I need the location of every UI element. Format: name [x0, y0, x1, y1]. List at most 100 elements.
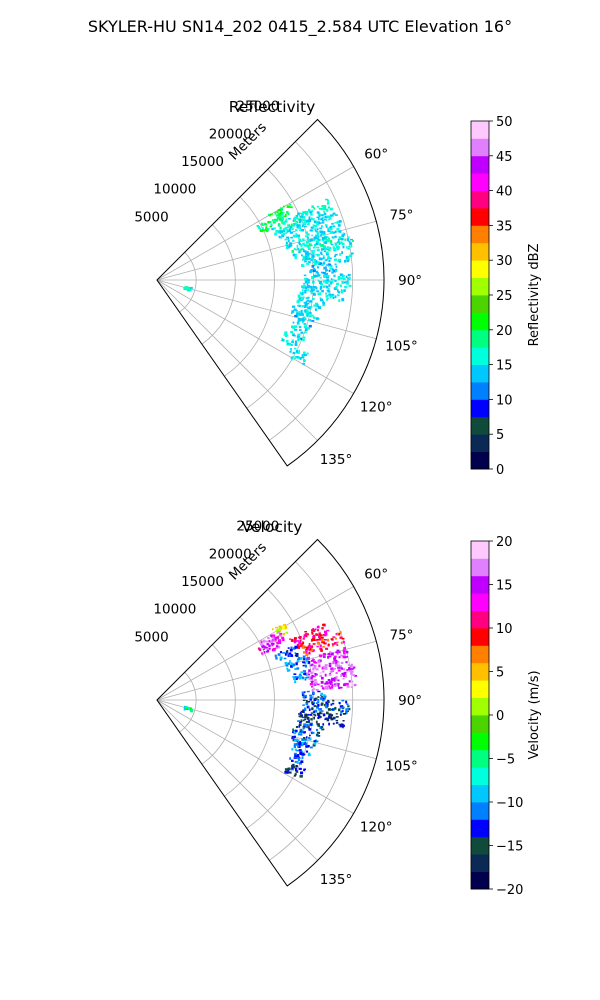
- velocity-colorbar-segment-19: [471, 541, 489, 559]
- reflectivity-colorbar-label: Reflectivity dBZ: [527, 244, 542, 347]
- velocity-azimuth-gridline-135: [156, 699, 318, 861]
- velocity-colorbar-segment-16: [471, 593, 489, 611]
- velocity-colorbar-tick-3: −5: [496, 753, 515, 768]
- velocity-range-ring-25000: [269, 561, 354, 861]
- velocity-echo-16: [291, 739, 313, 757]
- reflectivity-colorbar-segment-6: [471, 347, 489, 365]
- velocity-echo-10: [292, 670, 309, 684]
- reflectivity-echo-9: [297, 285, 348, 302]
- reflectivity-colorbar-tick-6: 30: [496, 254, 513, 269]
- velocity-range-ring-5000: [179, 672, 197, 733]
- velocity-echo-12: [302, 699, 351, 715]
- reflectivity-colorbar-segment-7: [471, 329, 489, 348]
- reflectivity-azimuth-gridline-135: [156, 279, 318, 441]
- reflectivity-range-ring-5000: [179, 252, 197, 313]
- reflectivity-azimuth-tick-60: 60°: [364, 146, 388, 162]
- velocity-echo-5: [274, 645, 299, 661]
- reflectivity-azimuth-tick-75: 75°: [390, 207, 414, 223]
- velocity-panel: Velocity 60° 75° 90° 105° 120° 135° 5000 10000 1…: [134, 518, 542, 898]
- reflectivity-radial-tick-20000: 20000: [209, 126, 252, 142]
- velocity-range-ring-20000: [246, 589, 314, 829]
- velocity-radial-tick-15000: 15000: [181, 574, 224, 590]
- velocity-echo-8: [304, 661, 356, 681]
- reflectivity-echo-7: [309, 262, 338, 278]
- reflectivity-colorbar-tick-9: 45: [496, 150, 513, 165]
- reflectivity-colorbar-tick-7: 35: [496, 219, 513, 234]
- velocity-colorbar-segment-0: [471, 871, 489, 890]
- velocity-colorbar-segment-5: [471, 784, 489, 803]
- velocity-echo-3: [289, 623, 330, 650]
- velocity-colorbar-segment-13: [471, 645, 489, 664]
- velocity-colorbar-segment-3: [471, 819, 489, 838]
- velocity-echo-19: [183, 705, 194, 713]
- velocity-colorbar-tick-7: 15: [496, 579, 513, 594]
- velocity-colorbar-segment-12: [471, 662, 489, 681]
- reflectivity-colorbar-tick-2: 10: [496, 393, 513, 408]
- velocity-plot-area: 60° 75° 90° 105° 120° 135° 5000 10000 15000 20000…: [134, 519, 422, 888]
- velocity-colorbar-segment-18: [471, 558, 489, 577]
- velocity-colorbar-segment-15: [471, 610, 489, 629]
- reflectivity-colorbar-segment-17: [471, 155, 489, 174]
- reflectivity-azimuth-gridline-120: [156, 279, 354, 394]
- reflectivity-colorbar-segment-2: [471, 416, 489, 435]
- reflectivity-colorbar-segment-13: [471, 225, 489, 244]
- velocity-azimuth-tick-90: 90°: [398, 693, 422, 709]
- reflectivity-colorbar-tick-1: 5: [496, 428, 504, 443]
- reflectivity-colorbar-tick-4: 20: [496, 324, 513, 339]
- reflectivity-azimuth-tick-135: 135°: [320, 452, 353, 468]
- velocity-echo-9: [309, 674, 358, 692]
- reflectivity-colorbar: 0 5 10 15 20 25 30 35 40 45 50 Reflectivity dBZ: [470, 115, 542, 478]
- velocity-colorbar-tick-0: −20: [496, 883, 523, 898]
- velocity-colorbar-segment-14: [471, 628, 489, 646]
- reflectivity-colorbar-segment-18: [471, 138, 489, 157]
- velocity-echo-17: [289, 751, 306, 765]
- reflectivity-colorbar-segment-14: [471, 208, 489, 226]
- reflectivity-colorbar-segment-8: [471, 312, 489, 331]
- reflectivity-title: Reflectivity: [229, 98, 316, 116]
- reflectivity-echo-15: [289, 347, 309, 365]
- velocity-azimuth-tick-60: 60°: [364, 566, 388, 582]
- reflectivity-radial-tick-15000: 15000: [181, 154, 224, 170]
- reflectivity-radial-tick-25000: 25000: [236, 99, 279, 115]
- velocity-colorbar-tick-5: 5: [496, 666, 504, 681]
- reflectivity-plot-area: 60° 75° 90° 105° 120° 135° 5000 10000 15000 20000…: [134, 99, 422, 468]
- reflectivity-echo-16: [183, 286, 193, 292]
- velocity-title: Velocity: [242, 518, 303, 536]
- velocity-colorbar-segment-11: [471, 680, 489, 698]
- reflectivity-colorbar-segment-12: [471, 242, 489, 261]
- velocity-echo-18: [284, 763, 307, 778]
- velocity-colorbar-tick-2: −10: [496, 796, 523, 811]
- reflectivity-range-ring-25000: [269, 141, 354, 441]
- reflectivity-colorbar-segment-1: [471, 434, 489, 452]
- figure-title: SKYLER-HU SN14_202 0415_2.584 UTC Elevat…: [88, 17, 512, 37]
- reflectivity-colorbar-segment-5: [471, 364, 489, 383]
- velocity-range-ring-10000: [201, 644, 236, 765]
- velocity-azimuth-gridline-75: [156, 640, 377, 701]
- velocity-colorbar-segment-17: [471, 575, 489, 594]
- velocity-range-ring-15000: [224, 616, 275, 797]
- velocity-colorbar-tick-8: 20: [496, 535, 513, 550]
- velocity-radial-tick-5000: 5000: [134, 629, 168, 645]
- reflectivity-range-ring-20000: [246, 169, 314, 409]
- reflectivity-colorbar-tick-3: 15: [496, 359, 513, 374]
- reflectivity-colorbar-segment-19: [471, 121, 489, 139]
- reflectivity-echo-14: [280, 331, 301, 347]
- reflectivity-colorbar-segment-16: [471, 173, 489, 191]
- velocity-colorbar-segment-8: [471, 732, 489, 751]
- velocity-colorbar-label: Velocity (m/s): [527, 670, 542, 759]
- reflectivity-azimuth-tick-105: 105°: [385, 339, 418, 355]
- reflectivity-echo-11: [290, 305, 320, 321]
- velocity-echo-4: [299, 631, 345, 657]
- velocity-azimuth-tick-135: 135°: [320, 872, 353, 888]
- reflectivity-azimuth-gridline-60: [156, 166, 354, 281]
- velocity-colorbar-tick-6: 10: [496, 622, 513, 637]
- reflectivity-echo-3: [277, 212, 342, 241]
- velocity-azimuth-tick-105: 105°: [385, 759, 418, 775]
- reflectivity-azimuth-tick-90: 90°: [398, 273, 422, 289]
- reflectivity-echo-1: [256, 212, 286, 233]
- velocity-echo-11: [301, 690, 327, 702]
- velocity-colorbar-segment-1: [471, 854, 489, 872]
- velocity-colorbar-segment-6: [471, 767, 489, 785]
- reflectivity-colorbar-segment-15: [471, 190, 489, 209]
- reflectivity-azimuth-gridline-105: [156, 279, 377, 340]
